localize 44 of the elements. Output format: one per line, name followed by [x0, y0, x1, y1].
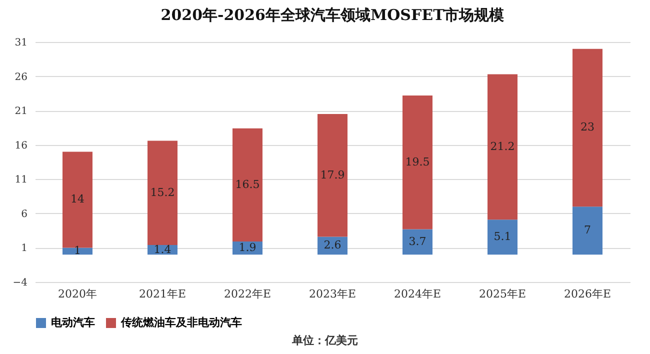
data-label: 7 [584, 224, 591, 237]
x-tick-label: 2024年E [394, 288, 442, 300]
data-label: 21.2 [490, 140, 515, 153]
bar [232, 128, 262, 242]
data-label: 1.9 [238, 241, 256, 254]
bar [402, 229, 432, 255]
bar [318, 236, 348, 255]
chart-title: 2020年-2026年全球汽车领域MOSFET市场规模 [160, 6, 506, 24]
data-label: 1 [74, 244, 81, 258]
data-label: 17.9 [320, 168, 345, 182]
y-tick-label: 6 [21, 208, 28, 220]
legend-label: 传统燃油车及非电动汽车 [120, 316, 242, 329]
x-tick-label: 2021年E [138, 288, 186, 300]
data-label: 16.5 [235, 178, 260, 191]
data-label: 5.1 [494, 230, 512, 244]
bar [572, 48, 602, 207]
note-text: 单位：亿美元 [291, 333, 359, 349]
data-label: 2.6 [324, 238, 342, 252]
bar [488, 74, 518, 220]
bar [148, 140, 178, 245]
data-label: 3.7 [408, 234, 426, 248]
data-label: 23 [580, 120, 594, 134]
x-tick-label: 2020年 [58, 288, 97, 300]
data-label: 15.2 [150, 186, 175, 199]
x-tick-label: 2023年E [308, 288, 356, 300]
y-tick-label: 1 [21, 243, 28, 254]
legend-label: 电动汽车 [51, 316, 95, 329]
y-tick-label: −4 [12, 278, 28, 288]
bar [572, 206, 602, 255]
y-tick-label: 16 [14, 140, 28, 152]
y-tick-label: 11 [14, 174, 28, 186]
y-tick-label: 31 [14, 38, 28, 48]
bar [318, 114, 348, 237]
data-label: 14 [70, 192, 84, 206]
x-tick-label: 2026年E [564, 288, 612, 300]
data-label: 19.5 [405, 155, 430, 168]
y-tick-label: 21 [14, 106, 28, 118]
data-label: 1.4 [154, 242, 172, 256]
bar [62, 248, 92, 255]
bar [488, 220, 518, 255]
y-tick-label: 26 [14, 72, 28, 83]
x-tick-label: 2025年E [478, 288, 526, 300]
x-tick-label: 2022年E [224, 288, 272, 300]
bar [402, 95, 432, 230]
